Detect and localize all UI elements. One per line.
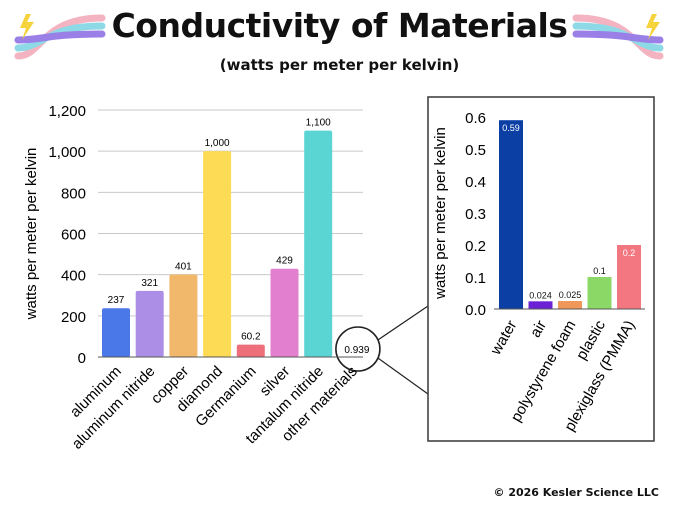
data-label: 0.939 bbox=[344, 345, 369, 356]
inset-data-label: 0.025 bbox=[559, 290, 582, 300]
inset-bar bbox=[528, 301, 553, 309]
inset-y-tick-label: 0.1 bbox=[465, 270, 486, 287]
data-label: 237 bbox=[108, 295, 125, 306]
inset-bar bbox=[617, 245, 641, 309]
data-label: 429 bbox=[276, 256, 293, 267]
lightning-icon bbox=[646, 14, 660, 40]
y-tick-label: 1,000 bbox=[48, 144, 86, 161]
inset-data-label: 0.1 bbox=[593, 266, 606, 276]
data-label: 321 bbox=[141, 278, 158, 289]
y-axis-label: watts per meter per kelvin bbox=[23, 148, 40, 321]
inset-x-tick-label: air bbox=[527, 317, 550, 340]
y-tick-label: 200 bbox=[61, 309, 86, 326]
chart-title: Conductivity of Materials bbox=[111, 6, 568, 45]
inset-frame bbox=[427, 96, 655, 442]
inset-bar bbox=[587, 277, 612, 309]
bar bbox=[169, 274, 198, 357]
data-label: 60.2 bbox=[241, 332, 261, 343]
bar bbox=[236, 344, 265, 357]
bar bbox=[135, 290, 164, 357]
copyright-text: © 2026 Kesler Science LLC bbox=[493, 486, 659, 499]
data-label: 401 bbox=[175, 261, 192, 272]
bar bbox=[203, 151, 232, 357]
chart-subtitle: (watts per meter per kelvin) bbox=[219, 56, 460, 74]
connector-line bbox=[377, 305, 429, 341]
inset-y-tick-label: 0.4 bbox=[465, 174, 486, 191]
ribbon-decoration-right bbox=[572, 14, 664, 60]
y-tick-label: 800 bbox=[61, 185, 86, 202]
lightning-icon bbox=[20, 14, 34, 40]
inset-y-tick-label: 0.2 bbox=[465, 238, 486, 255]
y-tick-label: 0 bbox=[78, 350, 86, 367]
bar bbox=[304, 130, 333, 357]
inset-y-axis-label: watts per meter per kelvin bbox=[432, 127, 449, 300]
ribbon-decoration-left bbox=[14, 14, 106, 60]
data-label: 1,100 bbox=[306, 118, 331, 129]
y-tick-label: 600 bbox=[61, 227, 86, 244]
inset-data-label: 0.2 bbox=[623, 248, 636, 258]
inset-y-tick-label: 0.5 bbox=[465, 142, 486, 159]
inset-bar bbox=[499, 120, 523, 309]
connector-line bbox=[377, 357, 429, 395]
inset-bar bbox=[558, 301, 582, 309]
bar bbox=[270, 268, 299, 357]
inset-y-tick-label: 0.0 bbox=[465, 302, 486, 319]
inset-y-tick-label: 0.6 bbox=[465, 110, 486, 127]
highlight-circle bbox=[335, 326, 381, 372]
inset-y-tick-label: 0.3 bbox=[465, 206, 486, 223]
data-label: 1,000 bbox=[205, 138, 230, 149]
y-tick-label: 400 bbox=[61, 268, 86, 285]
inset-data-label: 0.024 bbox=[529, 290, 552, 300]
inset-data-label: 0.59 bbox=[502, 123, 520, 133]
y-tick-label: 1,200 bbox=[48, 103, 86, 120]
bar bbox=[102, 308, 130, 357]
